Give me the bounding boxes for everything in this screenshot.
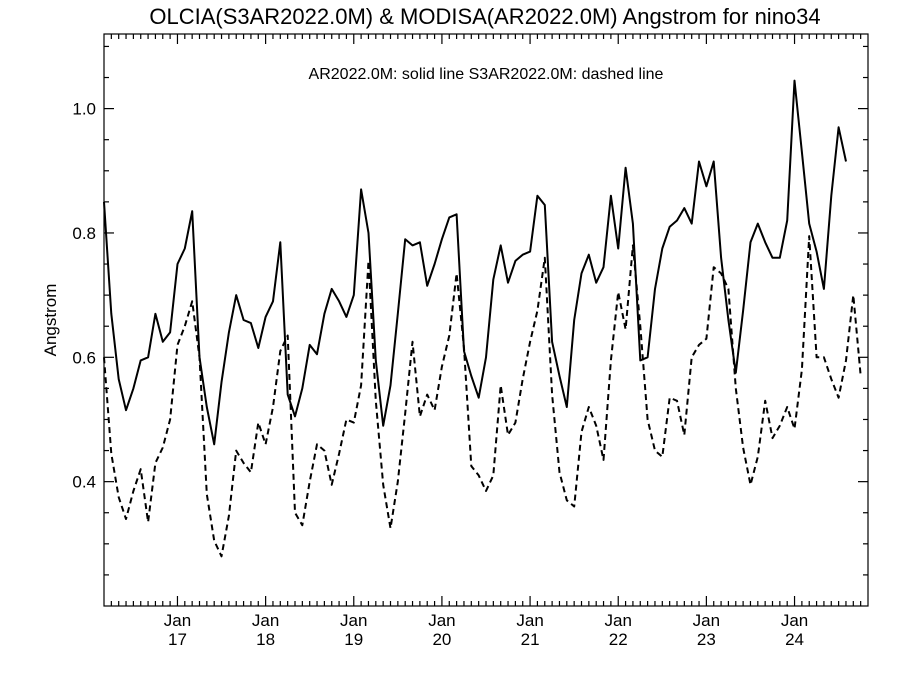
x-tick-label-year: 20 xyxy=(432,630,451,649)
plot-frame xyxy=(103,33,869,607)
x-tick-label-year: 22 xyxy=(609,630,628,649)
x-tick-label-month: Jan xyxy=(340,611,367,630)
series-line-solid xyxy=(103,79,847,446)
x-tick-label-month: Jan xyxy=(164,611,191,630)
y-tick-label: 0.4 xyxy=(72,473,96,492)
y-axis-ticks: 0.4 0.6 0.8 1.0 xyxy=(72,45,868,576)
x-tick-label-month: Jan xyxy=(428,611,455,630)
x-tick-label-month: Jan xyxy=(781,611,808,630)
x-tick-label-year: 19 xyxy=(344,630,363,649)
y-tick-label: 0.6 xyxy=(72,348,96,367)
x-tick-label-year: 24 xyxy=(785,630,804,649)
chart-title: OLCIA(S3AR2022.0M) & MODISA(AR2022.0M) A… xyxy=(149,4,820,29)
x-tick-label-year: 21 xyxy=(521,630,540,649)
x-tick-label-month: Jan xyxy=(252,611,279,630)
y-tick-label: 1.0 xyxy=(72,100,96,119)
line-style-annotation: AR2022.0M: solid line S3AR2022.0M: dashe… xyxy=(309,66,664,83)
y-tick-label: 0.8 xyxy=(72,224,96,243)
data-series xyxy=(103,79,862,558)
x-tick-label-year: 23 xyxy=(697,630,716,649)
x-tick-label-month: Jan xyxy=(693,611,720,630)
series-line-dashed xyxy=(103,235,862,558)
x-tick-label-month: Jan xyxy=(516,611,543,630)
x-tick-label-year: 18 xyxy=(256,630,275,649)
x-tick-label-month: Jan xyxy=(605,611,632,630)
y-axis-label: Angstrom xyxy=(41,284,60,357)
x-tick-label-year: 17 xyxy=(168,630,187,649)
